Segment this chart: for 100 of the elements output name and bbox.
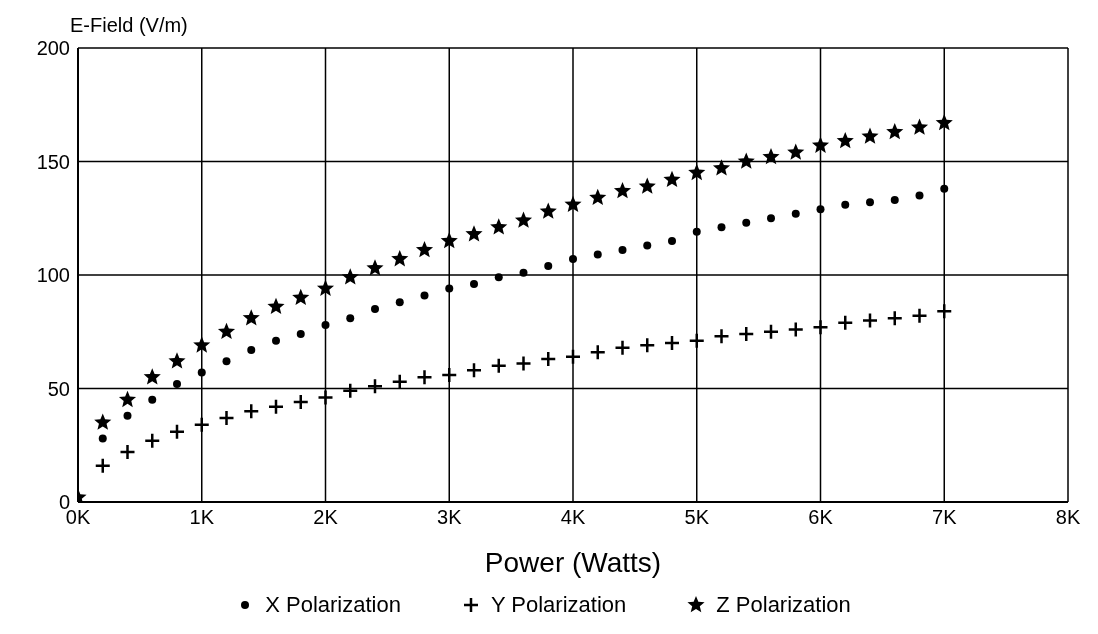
point xyxy=(243,402,260,420)
point xyxy=(812,318,829,336)
point xyxy=(395,298,404,307)
x-tick-label: 6K xyxy=(808,506,834,529)
point xyxy=(94,457,111,474)
point xyxy=(366,259,384,276)
x-tick-label: 4K xyxy=(560,506,586,529)
point xyxy=(613,182,632,199)
point xyxy=(519,268,528,277)
point xyxy=(911,307,928,325)
point xyxy=(391,373,408,390)
point xyxy=(168,423,186,440)
x-tick-label: 7K xyxy=(932,506,958,529)
point xyxy=(94,413,112,430)
point xyxy=(717,223,726,232)
point xyxy=(144,432,161,449)
point xyxy=(514,211,533,228)
point xyxy=(346,314,355,323)
y-axis-title: E-Field (V/m) xyxy=(70,14,188,37)
x-tick-label: 8K xyxy=(1055,506,1081,529)
point xyxy=(618,246,627,255)
point xyxy=(540,350,557,368)
point xyxy=(217,322,236,340)
point xyxy=(787,143,805,160)
point xyxy=(292,288,310,305)
point xyxy=(791,209,800,218)
point xyxy=(668,236,676,245)
point xyxy=(366,377,384,395)
point xyxy=(539,202,557,219)
point xyxy=(638,177,656,194)
point xyxy=(197,368,206,377)
point xyxy=(890,196,899,205)
point xyxy=(692,227,701,236)
point xyxy=(614,339,631,356)
point xyxy=(688,332,705,350)
point xyxy=(593,250,602,259)
point xyxy=(98,434,107,443)
point xyxy=(569,255,577,264)
point xyxy=(148,395,157,404)
x-tick-label: 3K xyxy=(437,506,463,529)
point xyxy=(712,159,731,176)
x-tick-label: 1K xyxy=(189,506,215,529)
point xyxy=(940,184,949,193)
point xyxy=(787,321,804,338)
point xyxy=(193,336,211,353)
point xyxy=(296,330,305,339)
point xyxy=(123,411,132,420)
point xyxy=(837,314,854,331)
x-axis-title: Power (Watts) xyxy=(484,547,662,578)
point xyxy=(738,325,755,343)
point xyxy=(119,443,136,461)
y-tick-label: 100 xyxy=(36,264,70,287)
point xyxy=(544,261,553,270)
point xyxy=(222,357,231,366)
point xyxy=(218,409,235,427)
point xyxy=(465,225,483,242)
point xyxy=(742,218,751,227)
point xyxy=(441,366,458,384)
point xyxy=(935,113,953,131)
point xyxy=(321,320,330,329)
point xyxy=(470,280,478,289)
point xyxy=(737,152,755,169)
point xyxy=(564,195,582,212)
y-tick-label: 50 xyxy=(47,377,70,400)
point xyxy=(391,250,409,267)
point xyxy=(267,297,285,315)
point xyxy=(193,416,210,434)
point xyxy=(272,336,280,345)
point xyxy=(589,343,606,361)
point xyxy=(420,291,429,300)
point xyxy=(639,337,656,354)
point xyxy=(490,357,507,375)
point xyxy=(886,122,904,140)
point xyxy=(663,334,681,352)
point xyxy=(242,309,260,326)
point xyxy=(564,348,582,365)
point xyxy=(841,200,850,209)
point xyxy=(267,398,285,415)
point xyxy=(713,328,730,345)
y-tick-label: 150 xyxy=(36,150,70,173)
point xyxy=(173,379,181,388)
point xyxy=(316,279,335,296)
point xyxy=(688,163,706,181)
point xyxy=(836,132,854,149)
point xyxy=(663,170,681,187)
x-tick-label: 2K xyxy=(313,506,339,529)
legend-label: Y Polarization xyxy=(490,592,627,618)
point xyxy=(341,268,359,285)
point xyxy=(589,188,607,206)
point xyxy=(143,368,161,385)
y-tick-label: 200 xyxy=(36,37,70,60)
point xyxy=(415,241,434,258)
point xyxy=(915,191,924,200)
point xyxy=(416,368,433,386)
point xyxy=(811,136,830,153)
legend-label: X Polarization xyxy=(265,592,401,618)
point xyxy=(371,305,379,314)
legend-label: Z Polarization xyxy=(716,592,851,618)
point xyxy=(866,198,874,207)
point xyxy=(168,352,186,369)
